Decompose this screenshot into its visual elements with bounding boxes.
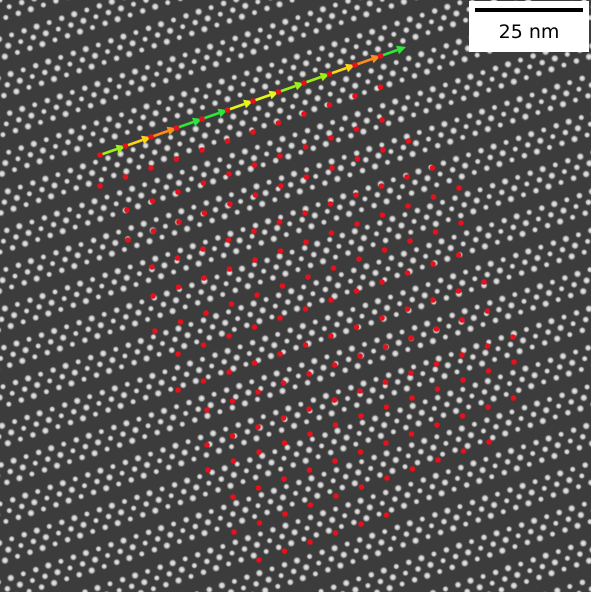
scale-bar: 25 nm xyxy=(469,1,589,52)
displacement-vector-overlay xyxy=(97,45,517,563)
scale-bar-line xyxy=(475,8,583,12)
scale-bar-label: 25 nm xyxy=(498,21,560,43)
